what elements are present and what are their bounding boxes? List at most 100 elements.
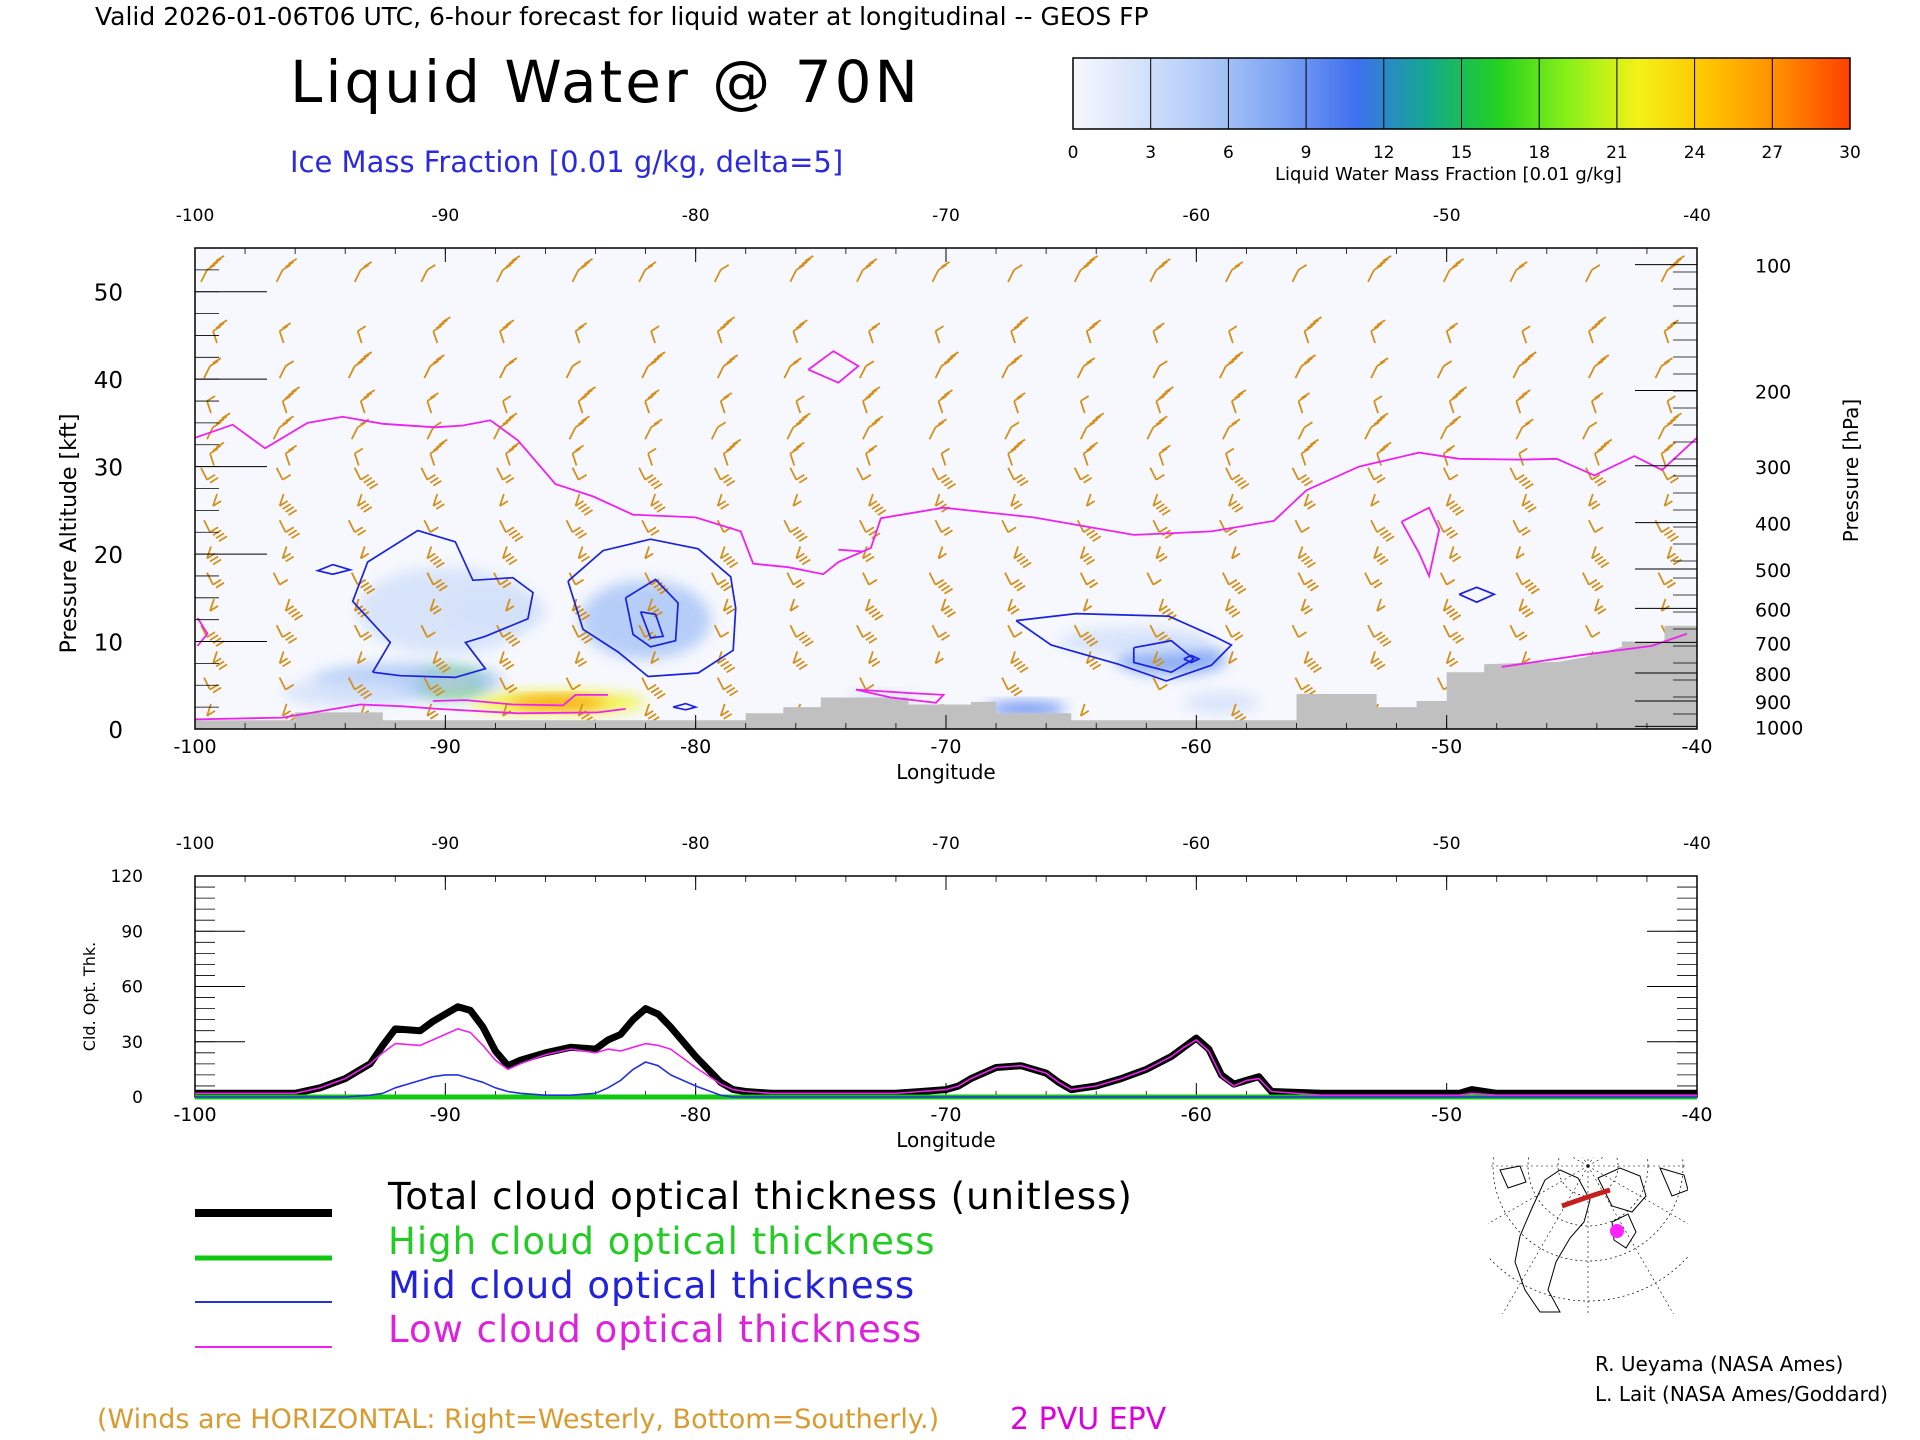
epv-2pvu-line (195, 703, 626, 721)
wind-barb-flag (360, 395, 370, 402)
wind-barb (1082, 441, 1099, 466)
x-tick-label-top: -40 (1683, 206, 1711, 226)
wind-barb-flag (1521, 357, 1531, 364)
wind-barb-flag (1013, 354, 1023, 361)
wind-barb-flag (282, 264, 292, 271)
wind-barb-flag (572, 683, 581, 691)
wind-barb (1439, 415, 1462, 440)
wind-barb-staff (1367, 269, 1375, 283)
wind-barb (499, 677, 518, 694)
wind-barb-flag (212, 444, 222, 452)
wind-barb-staff (795, 546, 802, 559)
y-tick-label: 0 (108, 718, 123, 744)
wind-barb-flag (426, 473, 436, 481)
wind-barb (1001, 519, 1017, 533)
wind-barb-flag (1089, 660, 1099, 668)
wind-barb-flag (572, 526, 581, 533)
wind-barb-flag (1161, 258, 1171, 265)
wind-barb-flag (1080, 631, 1090, 638)
wind-barb-flag (354, 360, 364, 367)
wind-barb (502, 395, 512, 414)
wind-barb-flag (1376, 555, 1386, 563)
wind-barb-staff (789, 624, 798, 638)
wind-barb-flag (653, 503, 663, 510)
wind-barb (1370, 651, 1386, 671)
wind-barb-flag (508, 637, 518, 644)
wind-barb (1007, 624, 1023, 638)
wind-barb-flag (941, 605, 950, 612)
wind-barb-flag (644, 473, 654, 481)
wind-barb-flag (1443, 360, 1453, 367)
wind-barb (1073, 255, 1099, 283)
wind-barb (1146, 415, 1168, 440)
wind-barb-staff (713, 467, 722, 481)
wind-barb-flag (1370, 500, 1380, 507)
wind-barb-flag (1010, 578, 1020, 586)
wind-barb-staff (934, 519, 943, 533)
wind-barb (574, 651, 587, 668)
wind-barb-staff (272, 426, 281, 440)
wind-barb (571, 467, 587, 481)
wind-barb-staff (713, 269, 722, 283)
wind-barb (1076, 357, 1096, 379)
wind-barb-flag (218, 319, 228, 326)
wind-barb-staff (1079, 426, 1088, 440)
wind-barb-flag (578, 532, 587, 539)
wind-barb-flag (792, 421, 802, 429)
wind-barb-flag (511, 532, 521, 539)
colorbar-tick-label: 9 (1301, 143, 1312, 163)
wind-barb (1582, 572, 1604, 592)
wind-barb-flag (1309, 438, 1319, 446)
wind-barb-flag (1527, 351, 1537, 358)
wind-barb-flag (1449, 611, 1459, 618)
wind-barb-flag (209, 447, 219, 455)
wind-barb-flag (1527, 506, 1537, 513)
wind-barb-staff (429, 453, 436, 466)
wind-barb-flag (1010, 421, 1020, 429)
wind-barb-flag (804, 640, 814, 647)
wind-barb-flag (1376, 360, 1386, 367)
wind-barb-staff (650, 493, 656, 507)
wind-barb-staff (1445, 493, 1452, 507)
wind-barb-flag (279, 657, 289, 665)
wind-barb (644, 546, 654, 560)
wind-barb-flag (650, 529, 660, 536)
wind-barb-staff (934, 365, 943, 379)
wind-barb-staff (868, 493, 874, 507)
wind-barb-staff (353, 269, 362, 283)
wind-barb (1442, 624, 1465, 644)
wind-barb-flag (363, 634, 373, 641)
wind-barb-staff (1001, 519, 1009, 533)
wind-barb-flag (1303, 421, 1313, 429)
wind-barb-flag (1518, 360, 1528, 367)
wind-barb-flag (938, 552, 947, 560)
wind-barb-flag (717, 578, 727, 586)
wind-barb-flag (726, 357, 736, 364)
wind-barb-staff (212, 330, 218, 344)
wind-barb (1512, 351, 1537, 379)
wind-barb-flag (1016, 392, 1026, 399)
wind-barb-flag (723, 713, 733, 720)
wind-barb-flag (795, 552, 805, 560)
wind-barb-flag (650, 389, 660, 396)
wind-barb-flag (789, 605, 799, 612)
wind-barb-flag (944, 587, 953, 595)
wind-barb (505, 598, 515, 612)
wind-barb (420, 264, 436, 283)
wind-barb-staff (1152, 493, 1159, 507)
wind-barb-flag (792, 357, 802, 364)
wind-barb-flag (723, 663, 733, 671)
wind-barb-flag (1019, 666, 1029, 674)
wind-barb-flag (360, 473, 370, 481)
wind-barb-flag (1373, 631, 1383, 638)
wind-barb-flag (1231, 264, 1241, 271)
wind-barb-flag (502, 264, 512, 271)
map-coastline (1499, 1165, 1527, 1189)
wind-barb-staff (1007, 269, 1015, 283)
wind-barb-flag (717, 421, 727, 429)
y-tick-label: 40 (94, 368, 123, 394)
wind-barb-staff (350, 426, 359, 440)
wind-barb-staff (1007, 598, 1013, 612)
ice-contour (351, 529, 534, 679)
wind-barb-flag (502, 395, 512, 402)
